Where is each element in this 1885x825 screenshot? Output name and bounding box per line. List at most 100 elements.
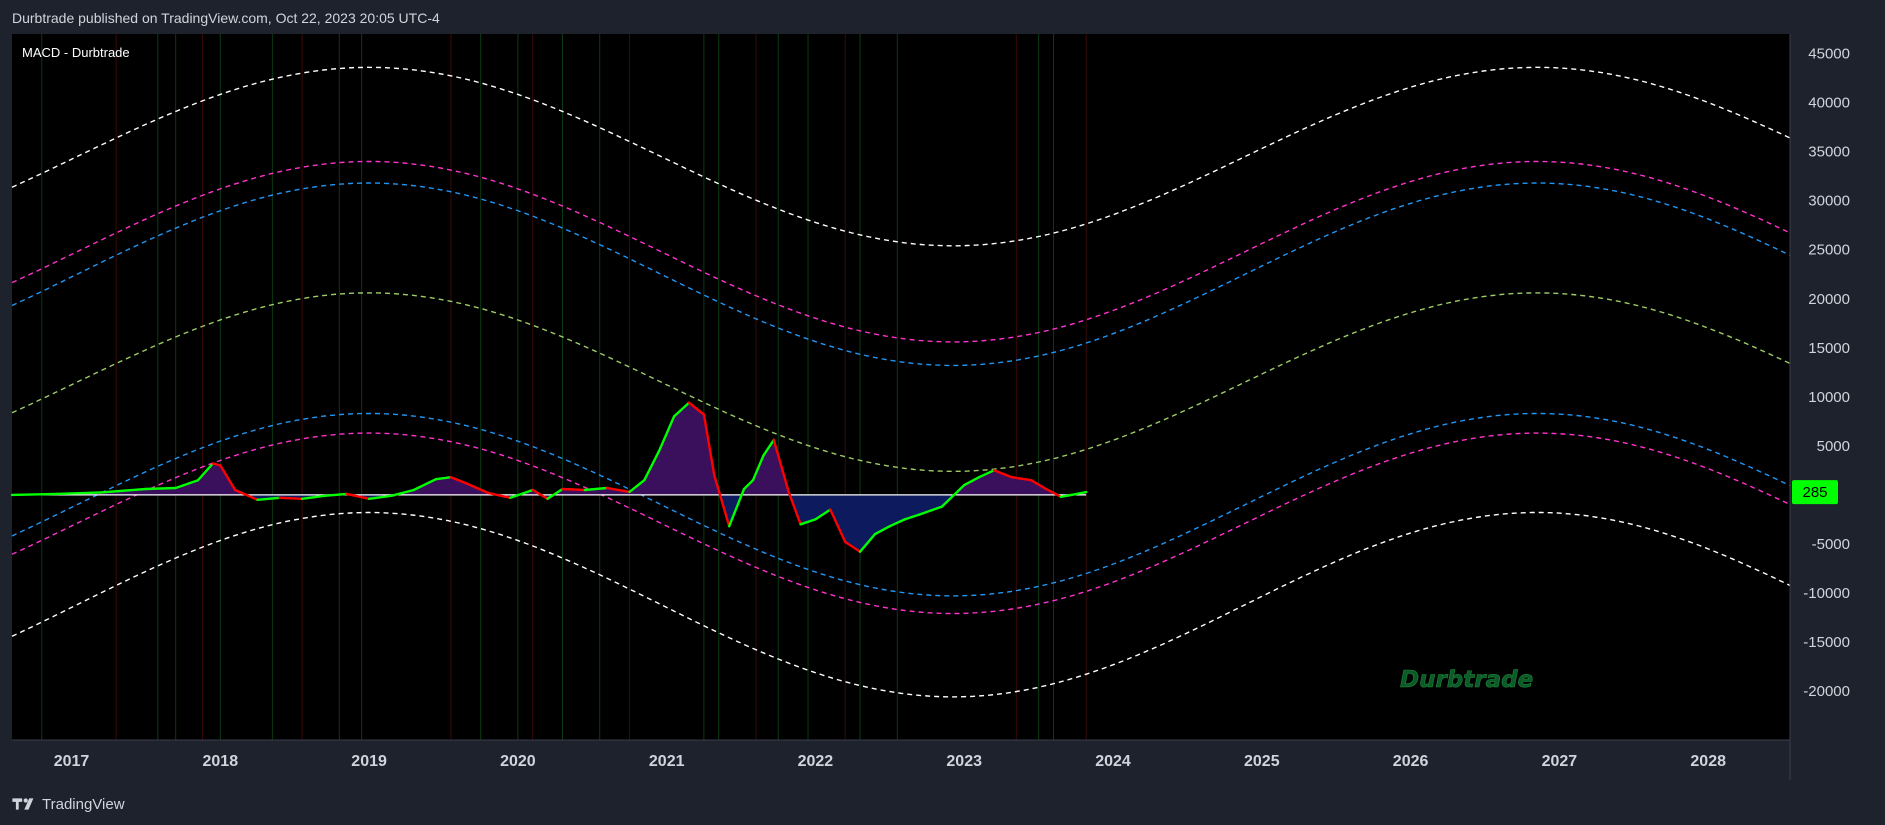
macd-segment bbox=[873, 525, 891, 536]
macd-segment bbox=[256, 496, 281, 501]
band-line-6 bbox=[11, 432, 1791, 615]
macd-segment bbox=[762, 438, 775, 457]
macd-segment bbox=[751, 454, 765, 482]
macd-segment bbox=[658, 415, 676, 452]
watermark-text: Durbtrade bbox=[1400, 667, 1533, 693]
x-tick-label: 2027 bbox=[1542, 753, 1578, 770]
macd-segment bbox=[903, 513, 921, 521]
macd-segment bbox=[1070, 490, 1088, 497]
macd-segment bbox=[992, 469, 1013, 479]
macd-segment bbox=[509, 488, 534, 499]
x-tick-label: 2019 bbox=[351, 753, 387, 770]
macd-segment bbox=[643, 449, 661, 482]
macd-segment bbox=[918, 505, 944, 516]
macd-segment bbox=[233, 488, 259, 501]
macd-segment bbox=[583, 486, 609, 492]
band-line-5 bbox=[11, 412, 1791, 597]
macd-segment bbox=[100, 487, 148, 494]
fill-negative bbox=[12, 494, 1072, 552]
macd-segment bbox=[1044, 487, 1063, 498]
macd-segment bbox=[687, 401, 706, 416]
macd-segment bbox=[300, 494, 326, 500]
macd-segment bbox=[211, 462, 222, 467]
x-tick-label: 2022 bbox=[798, 753, 834, 770]
x-tick-label: 2018 bbox=[203, 753, 239, 770]
time-axis: 2017 2018 2019 2020 2021 2022 2023 2024 2025 2026… bbox=[12, 739, 1790, 770]
x-tick-label: 2017 bbox=[54, 753, 90, 770]
band-line-3 bbox=[11, 182, 1791, 367]
macd-segment bbox=[787, 490, 802, 526]
macd-segment bbox=[1059, 493, 1073, 498]
x-tick-label: 2028 bbox=[1690, 753, 1726, 770]
last-value-badge bbox=[1792, 480, 1838, 505]
macd-segment bbox=[174, 479, 200, 490]
macd-segment bbox=[702, 413, 716, 477]
tradingview-logo-icon bbox=[12, 798, 34, 810]
macd-segment bbox=[464, 481, 490, 495]
macd-segment bbox=[219, 464, 237, 492]
y-tick-label: 10000 bbox=[1808, 389, 1850, 406]
band-line-4 bbox=[11, 292, 1791, 472]
indicator-title: MACD - Durbtrade bbox=[22, 45, 130, 60]
last-value-label: 285 bbox=[1792, 480, 1838, 505]
last-value-text: 285 bbox=[1802, 484, 1827, 501]
footer-brand-label: TradingView bbox=[42, 795, 125, 813]
publish-caption: Durbtrade published on TradingView.com, … bbox=[12, 10, 440, 26]
macd-segment bbox=[772, 438, 790, 494]
macd-segment bbox=[531, 488, 549, 500]
macd-segment bbox=[672, 401, 691, 418]
y-tick-label: 35000 bbox=[1808, 144, 1850, 161]
macd-segment bbox=[814, 508, 832, 521]
macd-segment bbox=[390, 488, 415, 497]
y-tick-label: -10000 bbox=[1803, 585, 1850, 602]
macd-segment bbox=[977, 469, 996, 479]
macd-segment bbox=[1029, 479, 1048, 491]
macd-segment bbox=[546, 487, 564, 500]
y-tick-label: 25000 bbox=[1808, 242, 1850, 259]
macd-segment bbox=[1010, 476, 1033, 482]
band-line-2 bbox=[11, 160, 1791, 343]
macd-segment bbox=[55, 491, 103, 496]
chart-area[interactable] bbox=[12, 34, 1790, 740]
macd-segment bbox=[434, 476, 453, 481]
macd-segment bbox=[858, 532, 877, 553]
x-tick-label: 2025 bbox=[1244, 753, 1280, 770]
y-tick-label: 20000 bbox=[1808, 291, 1850, 308]
x-tick-label: 2024 bbox=[1095, 753, 1131, 770]
macd-segment bbox=[713, 474, 731, 528]
x-tick-label: 2021 bbox=[649, 753, 685, 770]
band-line-7 bbox=[11, 511, 1791, 698]
cycle-bands bbox=[11, 66, 1791, 698]
footer-brand[interactable]: TradingView bbox=[12, 794, 125, 814]
macd-segment bbox=[486, 491, 512, 499]
macd-segment bbox=[561, 487, 586, 492]
macd-segment bbox=[10, 492, 58, 497]
macd-segment bbox=[940, 483, 966, 508]
macd-segment bbox=[888, 518, 906, 528]
macd-segment bbox=[144, 486, 177, 491]
macd-segment bbox=[196, 462, 215, 482]
y-tick-label: 45000 bbox=[1808, 46, 1850, 63]
signal-vertical-lines bbox=[41, 34, 1087, 740]
macd-segment bbox=[345, 492, 371, 500]
y-tick-label: 5000 bbox=[1817, 438, 1850, 455]
x-tick-label: 2023 bbox=[946, 753, 982, 770]
y-tick-label: 15000 bbox=[1808, 340, 1850, 357]
y-tick-label: -5000 bbox=[1812, 536, 1850, 553]
macd-line bbox=[10, 401, 1088, 553]
macd-segment bbox=[367, 494, 393, 500]
macd-segment bbox=[323, 492, 348, 497]
macd-segment bbox=[605, 486, 631, 494]
x-tick-label: 2026 bbox=[1393, 753, 1429, 770]
macd-segment bbox=[728, 487, 746, 528]
macd-segment bbox=[742, 479, 755, 491]
x-tick-label: 2020 bbox=[500, 753, 536, 770]
macd-segment bbox=[963, 476, 981, 487]
band-line-1 bbox=[11, 66, 1791, 247]
macd-segment bbox=[628, 479, 646, 494]
y-tick-label: 30000 bbox=[1808, 193, 1850, 210]
macd-segment bbox=[449, 476, 467, 485]
macd-segment bbox=[829, 508, 847, 544]
histogram-fill bbox=[12, 402, 1087, 552]
